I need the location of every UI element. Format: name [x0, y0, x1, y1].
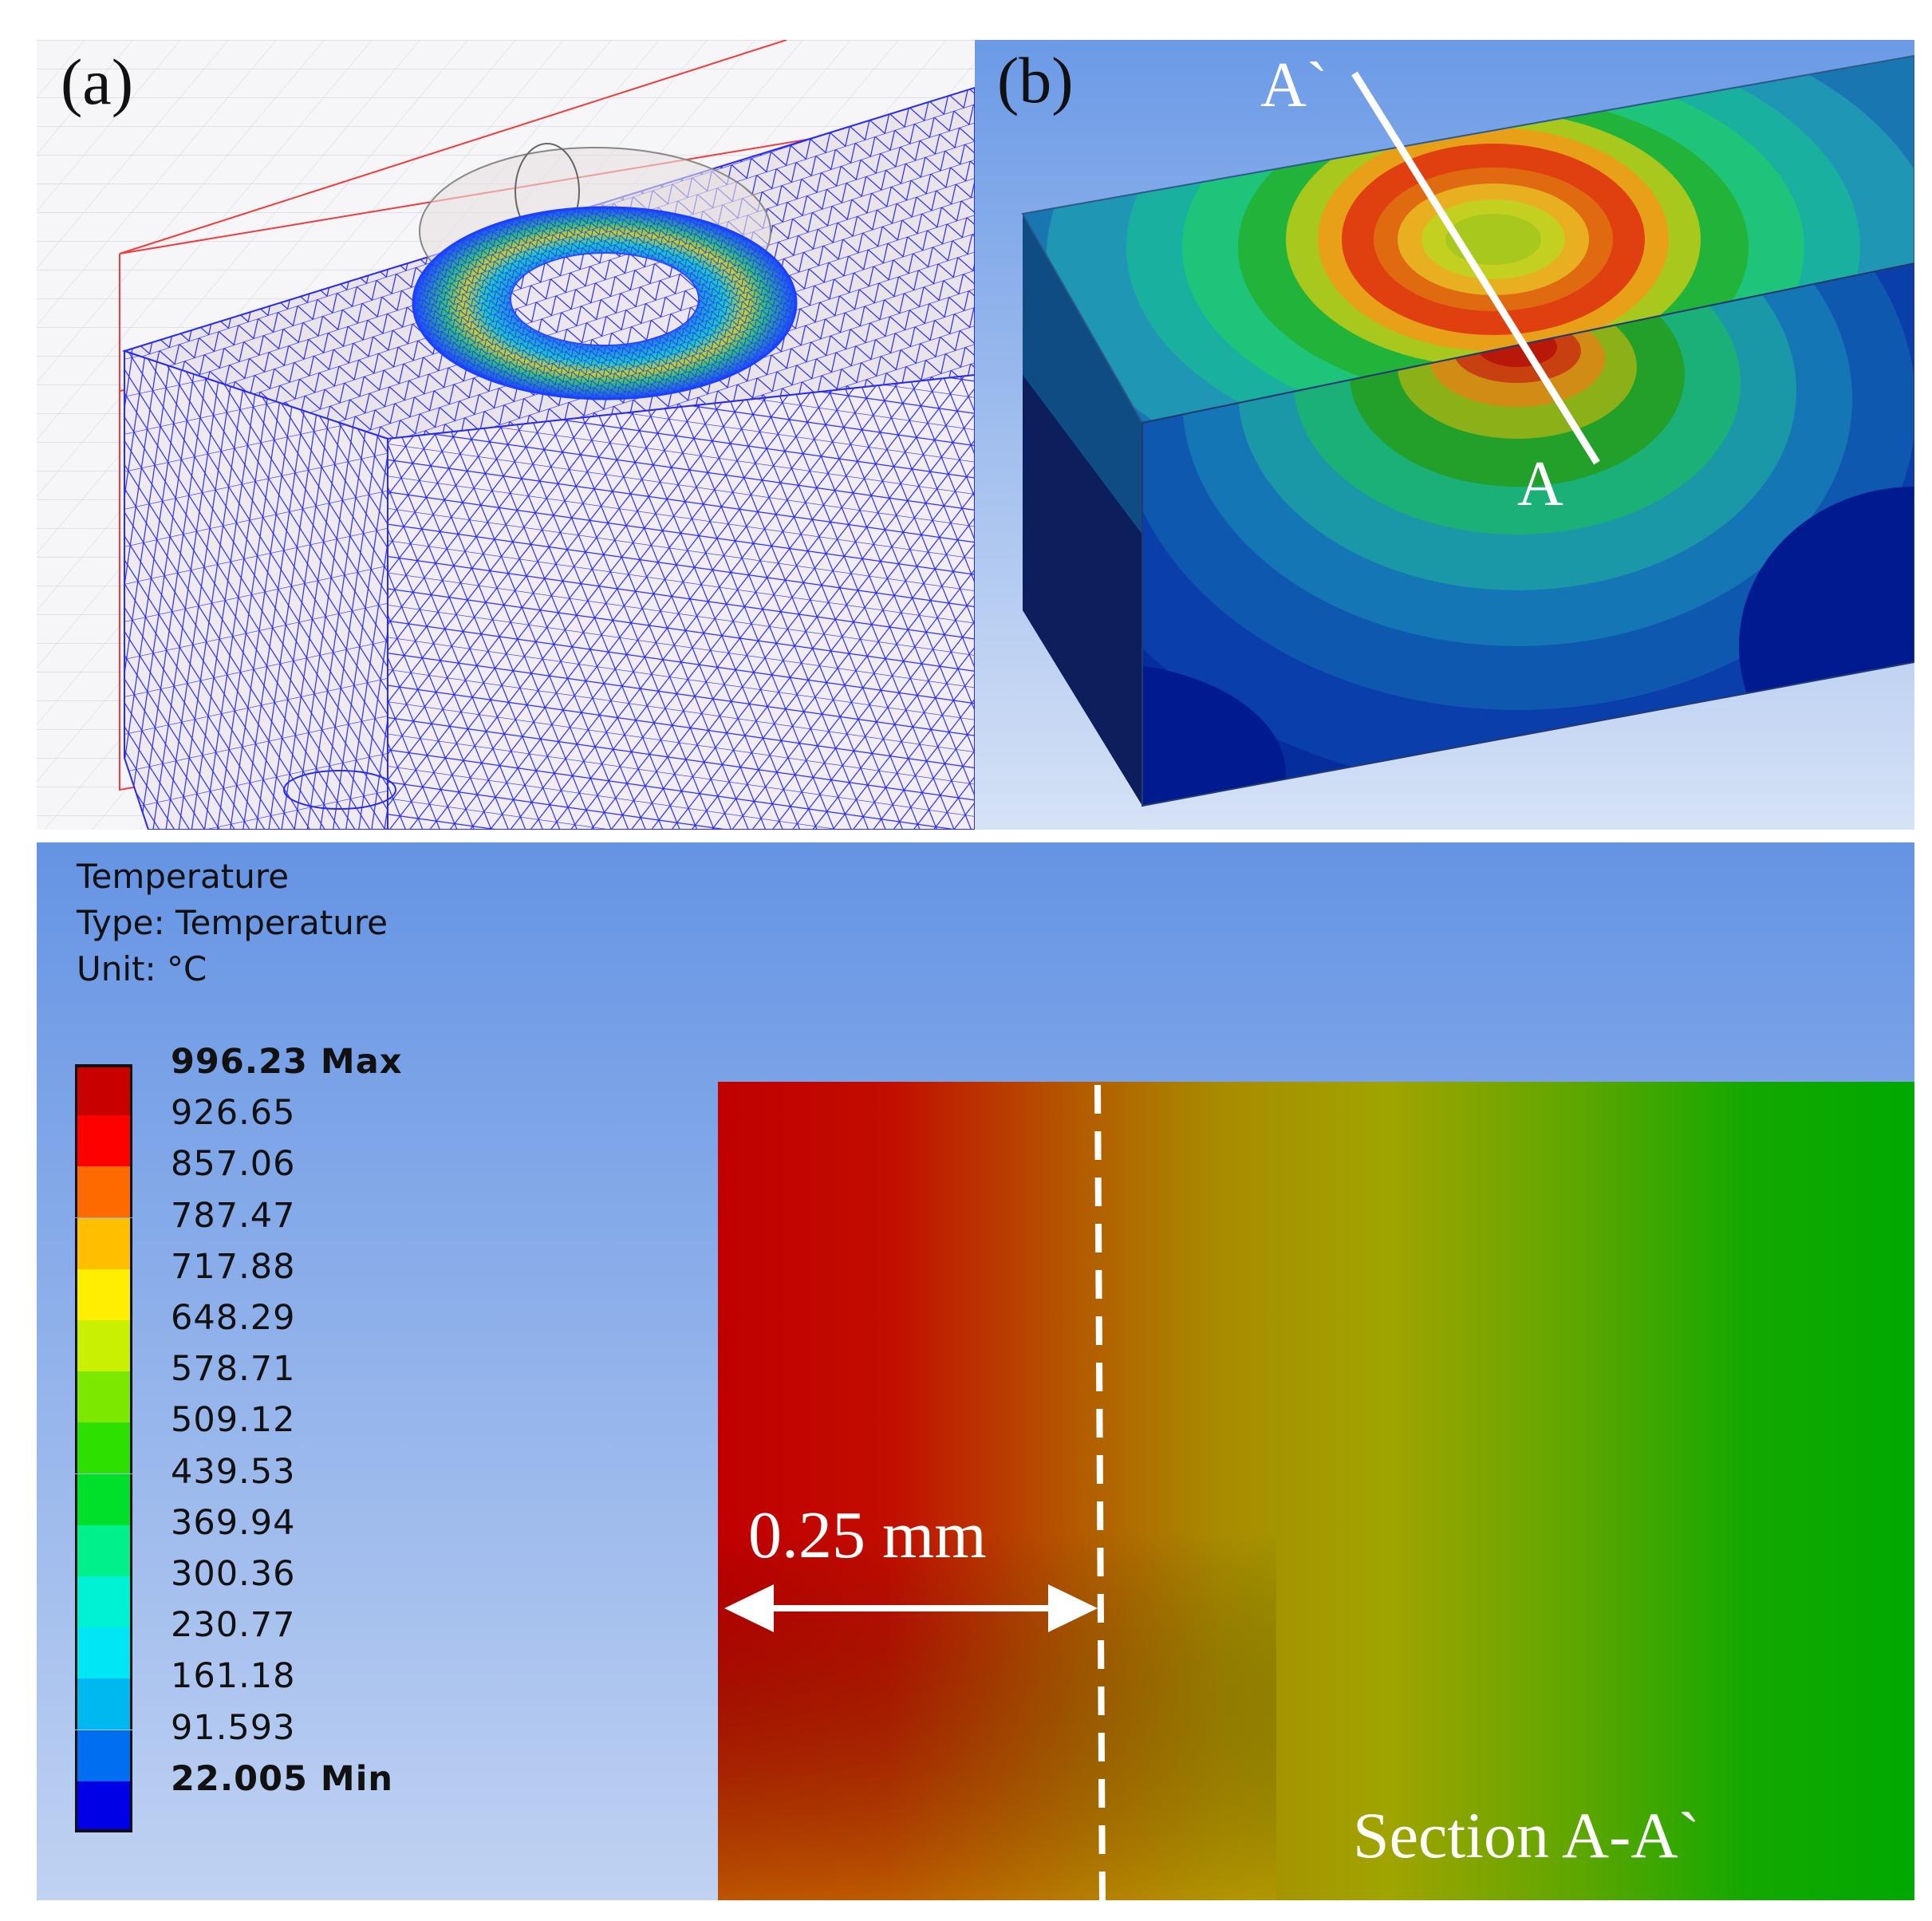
section-start-label: A` [1260, 50, 1328, 120]
legend-swatch [75, 1576, 132, 1627]
panel-a-mesh-view: (a) [37, 40, 975, 830]
legend-value: 439.53 [171, 1451, 296, 1492]
legend-value: 857.06 [171, 1144, 296, 1185]
section-a-a-view [718, 1082, 1914, 1900]
section-end-label: A [1517, 449, 1563, 519]
legend-swatch [75, 1422, 132, 1474]
legend-title: Temperature [77, 857, 290, 896]
legend-value: 230.77 [171, 1605, 296, 1646]
legend-swatch [75, 1064, 132, 1115]
legend-swatch [75, 1781, 132, 1832]
legend-swatch [75, 1217, 132, 1269]
panel-b-contour-view: (b) A` A [975, 40, 1914, 830]
legend-value: 369.94 [171, 1502, 296, 1543]
legend-swatch [75, 1166, 132, 1218]
legend-value: 509.12 [171, 1400, 296, 1441]
legend-value: 717.88 [171, 1246, 296, 1287]
legend-swatch [75, 1678, 132, 1730]
legend-value: 787.47 [171, 1195, 296, 1236]
legend-value: 22.005 Min [171, 1758, 394, 1799]
legend-swatch [75, 1525, 132, 1576]
panel-a-label: (a) [61, 45, 134, 118]
legend-value: 578.71 [171, 1349, 296, 1390]
legend-unit: Unit: °C [77, 949, 207, 988]
legend-swatch [75, 1115, 132, 1167]
legend-type: Type: Temperature [77, 903, 388, 942]
legend-swatch [75, 1371, 132, 1423]
legend-swatch [75, 1730, 132, 1781]
legend-swatch [75, 1268, 132, 1320]
legend-swatch [75, 1320, 132, 1371]
legend-value: 648.29 [171, 1298, 296, 1338]
dimension-label: 0.25 mm [748, 1498, 987, 1572]
panel-section-view: Temperature Type: Temperature Unit: °C 9… [37, 842, 1914, 1900]
legend-value: 91.593 [171, 1707, 296, 1748]
section-caption: Section A-A` [1353, 1799, 1700, 1872]
legend-value: 926.65 [171, 1093, 296, 1134]
mesh-drawing [37, 40, 975, 830]
panel-b-label: (b) [997, 44, 1074, 116]
contour-drawing [975, 40, 1914, 830]
legend-swatch [75, 1473, 132, 1525]
dimension-arrow [724, 1584, 1098, 1632]
section-background [37, 842, 1914, 1900]
section-line [1351, 71, 1600, 465]
legend-swatch [75, 1627, 132, 1679]
legend-value: 300.36 [171, 1554, 296, 1594]
legend-value: 996.23 Max [171, 1042, 403, 1082]
legend-value: 161.18 [171, 1656, 296, 1697]
